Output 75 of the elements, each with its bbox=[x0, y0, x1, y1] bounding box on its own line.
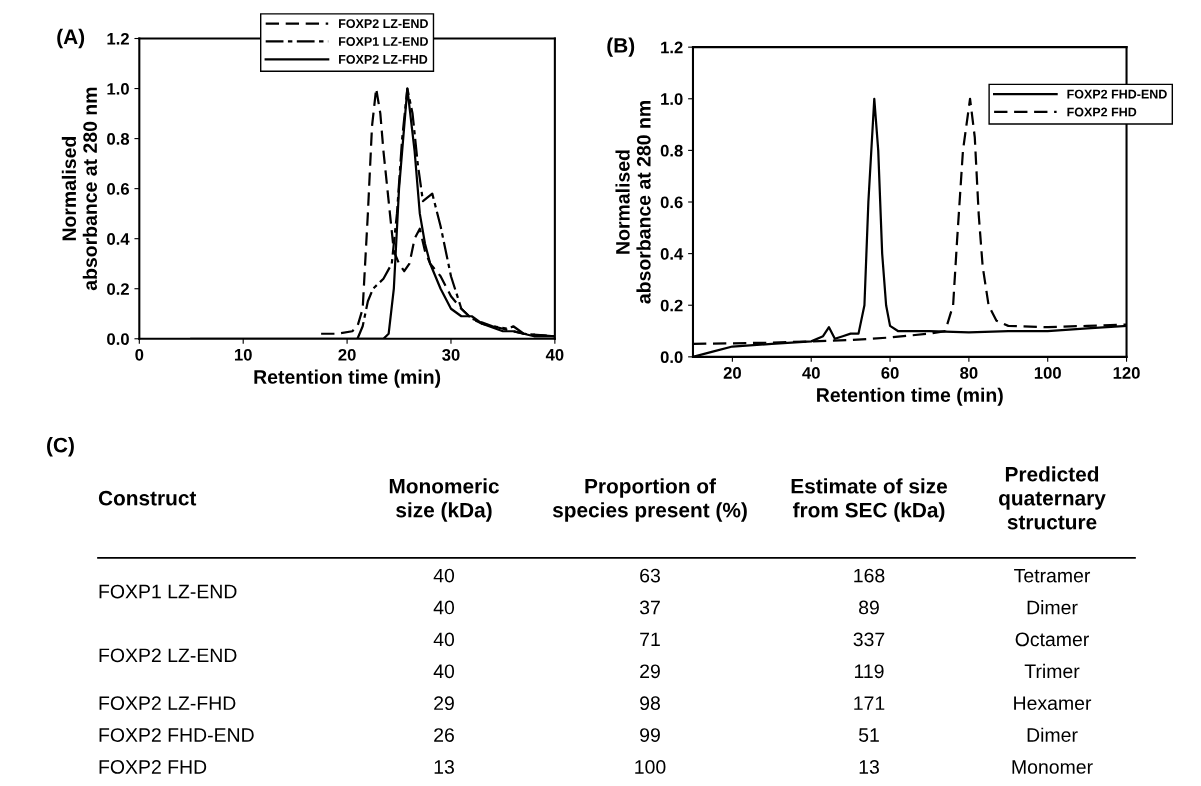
y-tick-label: 0.8 bbox=[107, 133, 130, 145]
category-label: Predicted quaternary structure bbox=[999, 466, 1106, 530]
legend-label: FOXP2 FHD bbox=[1067, 107, 1137, 117]
text: 168 bbox=[854, 568, 885, 583]
chart-title: (B) bbox=[607, 37, 635, 57]
text: 40 bbox=[433, 664, 455, 679]
text: FOXP2 FHD bbox=[99, 760, 207, 774]
text: FOXP2 LZ-END bbox=[99, 648, 237, 663]
legend-label: FOXP2 LZ-END bbox=[339, 19, 428, 29]
y-tick-label: 1.2 bbox=[661, 41, 683, 54]
legend-label: FOXP2 LZ-FHD bbox=[339, 54, 428, 64]
text: 13 bbox=[434, 760, 454, 774]
x-tick-label: 100 bbox=[1034, 367, 1061, 379]
x-tick-label: 120 bbox=[1113, 367, 1140, 379]
x-axis-title: Retention time (min) bbox=[817, 387, 1003, 406]
x-tick-label: 0 bbox=[135, 348, 144, 361]
category-label: Construct bbox=[98, 490, 197, 506]
category-label: Proportion of species present (%) bbox=[552, 478, 747, 522]
text: 51 bbox=[858, 728, 879, 742]
x-tick-label: 40 bbox=[545, 348, 564, 361]
text: 337 bbox=[853, 632, 885, 647]
text: 63 bbox=[640, 568, 660, 583]
y-tick-label: 0.4 bbox=[107, 233, 130, 245]
text: 89 bbox=[859, 600, 879, 615]
text: 71 bbox=[640, 632, 660, 647]
text: FOXP2 LZ-FHD bbox=[99, 696, 236, 711]
x-tick-label: 40 bbox=[802, 367, 820, 379]
chart-title: (A) bbox=[57, 28, 85, 49]
x-tick-label: 60 bbox=[881, 367, 899, 379]
text: Trimer bbox=[1024, 663, 1080, 679]
text: 171 bbox=[854, 696, 885, 710]
text: Hexamer bbox=[1014, 696, 1092, 711]
y-tick-label: 0.6 bbox=[660, 196, 683, 209]
text: 40 bbox=[433, 632, 455, 647]
text: (C) bbox=[47, 437, 74, 457]
text: FOXP2 FHD-END bbox=[99, 728, 254, 742]
text: Monomer bbox=[1012, 760, 1093, 774]
text: 100 bbox=[635, 760, 666, 774]
y-tick-label: 0.0 bbox=[107, 333, 129, 345]
x-tick-label: 10 bbox=[234, 348, 252, 361]
text: 13 bbox=[859, 760, 879, 774]
y-tick-label: 0.6 bbox=[107, 183, 129, 195]
x-tick-label: 20 bbox=[338, 348, 356, 361]
y-tick-label: 1.0 bbox=[661, 93, 683, 105]
text: Tetramer bbox=[1014, 568, 1091, 583]
text: Dimer bbox=[1027, 600, 1078, 615]
y-tick-label: 0.2 bbox=[660, 299, 683, 312]
x-tick-label: 30 bbox=[442, 348, 460, 361]
text: 26 bbox=[434, 728, 454, 742]
text: 37 bbox=[639, 600, 660, 615]
legend-label: FOXP2 FHD-END bbox=[1067, 89, 1167, 99]
y-tick-label: 0.8 bbox=[660, 144, 683, 157]
category-label: Estimate of size from SEC (kDa) bbox=[791, 478, 948, 522]
text: Octamer bbox=[1015, 632, 1089, 647]
category-label: Monomeric size (kDa) bbox=[389, 478, 499, 522]
text: Dimer bbox=[1027, 727, 1078, 742]
legend-label: FOXP1 LZ-END bbox=[339, 37, 428, 46]
x-tick-label: 20 bbox=[723, 367, 741, 379]
y-tick-label: 0.0 bbox=[660, 351, 683, 364]
text: 29 bbox=[640, 664, 660, 679]
y-tick-label: 1.2 bbox=[107, 32, 129, 45]
x-tick-label: 80 bbox=[960, 367, 978, 379]
text: FOXP1 LZ-END bbox=[99, 584, 237, 599]
text: 99 bbox=[640, 728, 660, 742]
text: 119 bbox=[854, 664, 884, 679]
y-tick-label: 0.4 bbox=[660, 248, 684, 260]
text: 40 bbox=[433, 600, 455, 615]
y-tick-label: 0.2 bbox=[107, 283, 129, 295]
y-axis-title: Normalised absorbance at 280 nm bbox=[61, 87, 98, 291]
y-tick-label: 1.0 bbox=[107, 82, 129, 95]
text: 98 bbox=[640, 696, 660, 711]
x-axis-title: Retention time (min) bbox=[254, 369, 441, 388]
y-axis-title: Normalised absorbance at 280 nm bbox=[615, 101, 651, 304]
text: 29 bbox=[434, 696, 454, 711]
text: 40 bbox=[433, 568, 455, 583]
